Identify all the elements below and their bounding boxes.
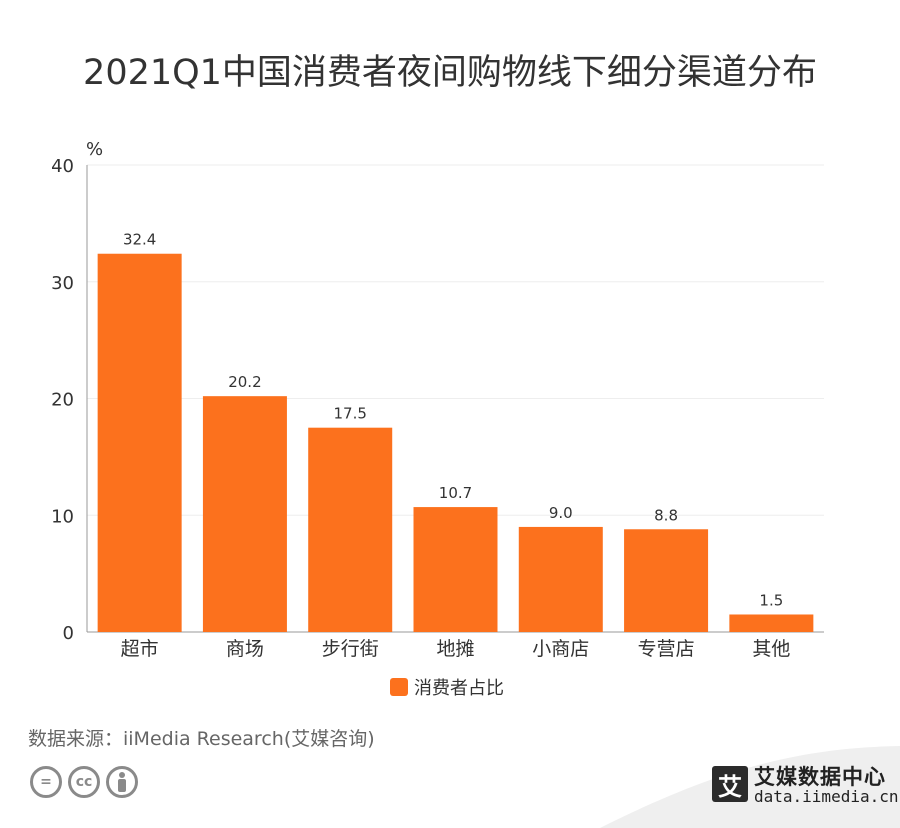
bar bbox=[308, 427, 393, 632]
chart-title: 2021Q1中国消费者夜间购物线下细分渠道分布 bbox=[83, 53, 817, 93]
legend-swatch bbox=[390, 678, 408, 696]
person-icon bbox=[106, 766, 138, 798]
y-tick-label: 0 bbox=[63, 623, 74, 644]
cc-icon: cc bbox=[68, 766, 100, 798]
source-note: 数据来源：iiMedia Research(艾媒咨询) bbox=[28, 728, 375, 750]
bar bbox=[413, 507, 498, 632]
data-label: 1.5 bbox=[759, 591, 783, 609]
x-tick-label: 专营店 bbox=[638, 638, 695, 660]
x-tick-label: 超市 bbox=[121, 638, 159, 660]
bar bbox=[97, 253, 182, 633]
x-tick-label: 步行街 bbox=[322, 638, 379, 660]
x-tick-label: 商场 bbox=[226, 638, 264, 660]
brand-logo-mark: 艾 bbox=[712, 766, 748, 802]
brand-url: data.iimedia.cn bbox=[754, 787, 899, 806]
bar-chart: 0 10 20 30 40% 32.4 超市 20.2 商场 17.5 步行街 10.7 地摊 9.0 小商… bbox=[51, 139, 824, 699]
x-tick-label: 小商店 bbox=[532, 638, 589, 660]
brand-name: 艾媒数据中心 bbox=[754, 765, 886, 789]
y-tick-label: 20 bbox=[51, 390, 74, 411]
y-tick-label: 10 bbox=[51, 506, 74, 527]
data-label: 9.0 bbox=[549, 504, 573, 522]
decorative-swoosh bbox=[600, 746, 900, 828]
bar bbox=[202, 396, 287, 632]
bar bbox=[518, 526, 603, 632]
brand-logo: 艾 艾媒数据中心 data.iimedia.cn bbox=[712, 766, 899, 806]
x-tick-label: 其他 bbox=[752, 638, 790, 660]
data-label: 10.7 bbox=[439, 484, 472, 502]
data-label: 20.2 bbox=[228, 373, 261, 391]
y-tick-label: 40 bbox=[51, 156, 74, 177]
bar bbox=[624, 529, 709, 632]
bar bbox=[729, 614, 814, 632]
x-tick-label: 地摊 bbox=[436, 638, 474, 660]
y-tick-label: 30 bbox=[51, 273, 74, 294]
equals-icon: = bbox=[30, 766, 62, 798]
data-label: 17.5 bbox=[334, 405, 367, 423]
license-icons: = cc bbox=[30, 766, 138, 798]
legend-label: 消费者占比 bbox=[414, 678, 504, 699]
y-axis-unit: % bbox=[86, 139, 103, 160]
data-label: 32.4 bbox=[123, 231, 156, 249]
data-label: 8.8 bbox=[654, 506, 678, 524]
